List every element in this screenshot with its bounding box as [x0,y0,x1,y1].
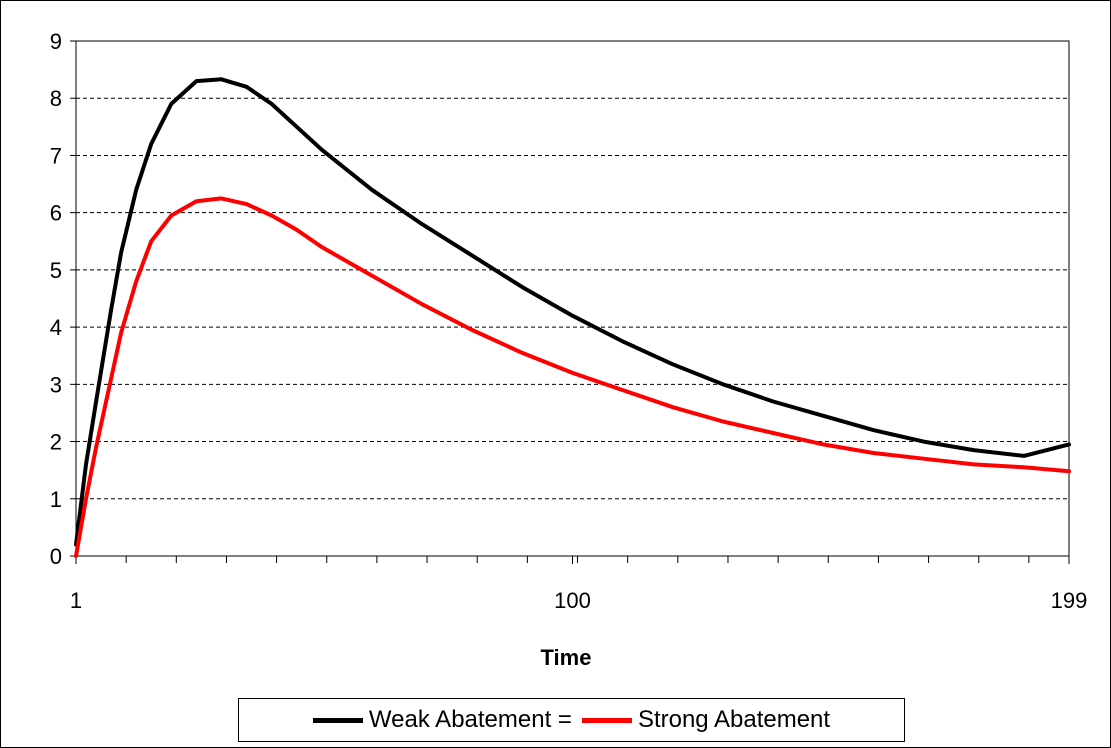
y-tick-label-4: 4 [50,315,62,340]
legend-entry-strong: Strong Abatement [581,706,831,734]
y-tick-label-9: 9 [50,29,62,54]
series-line-1 [74,196,1071,558]
x-tick-label-100: 100 [554,588,591,613]
x-tick-label-199: 199 [1051,588,1088,613]
y-tick-label-0: 0 [50,544,62,569]
axes [75,40,1070,557]
x-axis-title: Time [541,645,592,670]
y-tick-label-8: 8 [50,86,62,111]
series-group [74,77,1071,558]
y-tick-label-7: 7 [50,143,62,168]
series-line-0 [74,77,1071,547]
plot-area [75,40,1070,557]
legend-entry-weak: Weak Abatement = [312,706,572,734]
gridlines [76,40,1069,500]
y-tick-label-6: 6 [50,201,62,226]
legend-swatch-strong [581,717,632,723]
y-tick-label-2: 2 [50,430,62,455]
legend: Weak Abatement = Strong Abatement [238,698,905,742]
legend-swatch-weak [312,717,363,723]
legend-label-strong: Strong Abatement [637,706,831,733]
y-tick-label-1: 1 [50,487,62,512]
x-tick-label-1: 1 [70,588,82,613]
y-tick-label-3: 3 [50,372,62,397]
y-tick-label-5: 5 [50,258,62,283]
legend-label-weak: Weak Abatement = [368,706,572,733]
